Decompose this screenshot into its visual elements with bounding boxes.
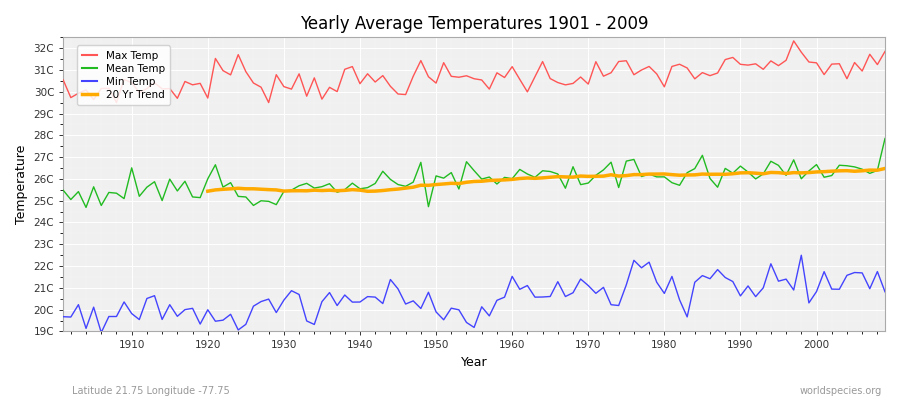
Title: Yearly Average Temperatures 1901 - 2009: Yearly Average Temperatures 1901 - 2009 [300,15,648,33]
Text: worldspecies.org: worldspecies.org [800,386,882,396]
X-axis label: Year: Year [461,356,488,369]
Text: Latitude 21.75 Longitude -77.75: Latitude 21.75 Longitude -77.75 [72,386,230,396]
Legend: Max Temp, Mean Temp, Min Temp, 20 Yr Trend: Max Temp, Mean Temp, Min Temp, 20 Yr Tre… [76,46,170,105]
Y-axis label: Temperature: Temperature [15,145,28,224]
